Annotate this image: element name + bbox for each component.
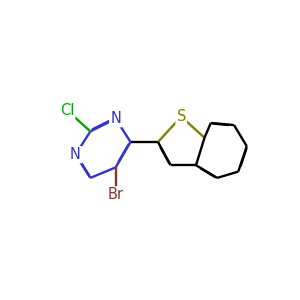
Text: N: N <box>110 111 121 126</box>
Text: N: N <box>70 147 81 162</box>
Text: S: S <box>176 109 186 124</box>
Text: Br: Br <box>108 187 124 202</box>
Text: Cl: Cl <box>60 103 74 118</box>
